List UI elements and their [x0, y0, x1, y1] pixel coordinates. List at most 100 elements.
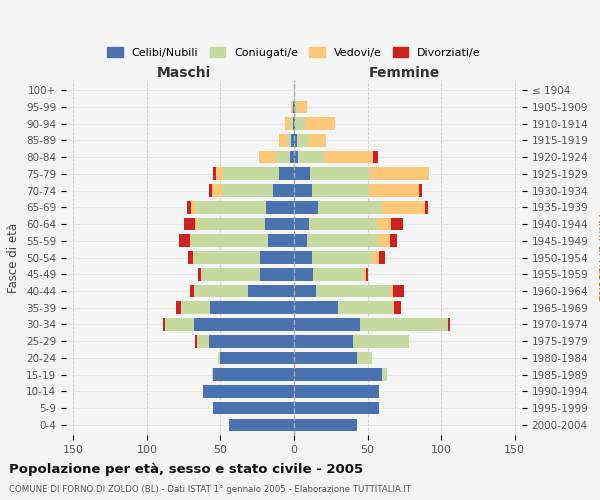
Bar — [379, 234, 389, 247]
Bar — [316, 284, 389, 298]
Bar — [382, 201, 425, 213]
Bar — [391, 218, 403, 230]
Bar — [372, 251, 379, 264]
Bar — [370, 168, 430, 180]
Bar — [294, 168, 310, 180]
Bar — [295, 118, 306, 130]
Bar — [199, 218, 265, 230]
Bar — [317, 201, 382, 213]
Bar — [209, 335, 294, 347]
Bar — [294, 251, 311, 264]
Bar — [310, 168, 370, 180]
Bar — [298, 150, 325, 164]
Bar — [295, 100, 298, 113]
Bar — [203, 385, 294, 398]
Bar — [287, 134, 291, 146]
Bar — [213, 168, 216, 180]
Bar — [164, 318, 194, 331]
Bar — [294, 134, 297, 146]
Bar — [311, 251, 372, 264]
Bar — [291, 100, 293, 113]
Bar — [392, 302, 394, 314]
Bar — [210, 302, 294, 314]
Bar — [176, 302, 181, 314]
Bar — [260, 251, 294, 264]
Bar — [279, 134, 287, 146]
Bar — [268, 234, 294, 247]
Bar — [309, 134, 326, 146]
Bar — [373, 150, 378, 164]
Bar — [294, 100, 295, 113]
Bar — [294, 385, 379, 398]
Bar — [294, 234, 307, 247]
Bar — [274, 184, 294, 197]
Bar — [213, 368, 294, 381]
Bar — [194, 318, 294, 331]
Bar — [294, 84, 295, 96]
Bar — [306, 118, 335, 130]
Bar — [190, 284, 194, 298]
Bar — [294, 335, 353, 347]
Text: COMUNE DI FORNO DI ZOLDO (BL) - Dati ISTAT 1° gennaio 2005 - Elaborazione TUTTIT: COMUNE DI FORNO DI ZOLDO (BL) - Dati IST… — [9, 485, 411, 494]
Bar — [290, 150, 294, 164]
Text: Maschi: Maschi — [157, 66, 211, 80]
Bar — [369, 184, 419, 197]
Bar — [285, 118, 290, 130]
Bar — [279, 168, 294, 180]
Bar — [293, 100, 294, 113]
Bar — [196, 201, 266, 213]
Bar — [229, 418, 294, 431]
Bar — [392, 284, 404, 298]
Bar — [379, 251, 385, 264]
Bar — [196, 218, 199, 230]
Legend: Celibi/Nubili, Coniugati/e, Vedovi/e, Divorziati/e: Celibi/Nubili, Coniugati/e, Vedovi/e, Di… — [103, 43, 485, 62]
Bar — [187, 201, 191, 213]
Bar — [266, 201, 294, 213]
Bar — [199, 268, 202, 280]
Bar — [216, 168, 223, 180]
Bar — [294, 218, 309, 230]
Bar — [357, 352, 372, 364]
Bar — [307, 234, 379, 247]
Bar — [163, 318, 164, 331]
Bar — [259, 150, 277, 164]
Bar — [309, 218, 378, 230]
Bar — [222, 184, 274, 197]
Bar — [389, 234, 397, 247]
Bar — [293, 118, 294, 130]
Bar — [260, 268, 294, 280]
Bar — [212, 184, 222, 197]
Bar — [294, 201, 317, 213]
Bar — [294, 268, 313, 280]
Bar — [277, 150, 290, 164]
Bar — [191, 234, 268, 247]
Bar — [419, 184, 422, 197]
Bar — [294, 284, 316, 298]
Bar — [313, 268, 363, 280]
Bar — [218, 352, 220, 364]
Bar — [425, 201, 428, 213]
Text: Popolazione per età, sesso e stato civile - 2005: Popolazione per età, sesso e stato civil… — [9, 462, 363, 475]
Bar — [209, 184, 212, 197]
Bar — [294, 368, 382, 381]
Bar — [325, 150, 373, 164]
Bar — [389, 284, 392, 298]
Bar — [291, 134, 294, 146]
Bar — [366, 268, 368, 280]
Bar — [223, 168, 279, 180]
Bar — [294, 302, 338, 314]
Text: Femmine: Femmine — [368, 66, 440, 80]
Bar — [202, 268, 260, 280]
Bar — [188, 251, 193, 264]
Bar — [294, 402, 379, 414]
Bar — [294, 352, 357, 364]
Bar — [338, 302, 392, 314]
Y-axis label: Fasce di età: Fasce di età — [7, 222, 20, 292]
Bar — [190, 234, 191, 247]
Bar — [196, 335, 197, 347]
Bar — [191, 201, 196, 213]
Bar — [213, 402, 294, 414]
Bar — [265, 218, 294, 230]
Bar — [294, 118, 295, 130]
Bar — [220, 352, 294, 364]
